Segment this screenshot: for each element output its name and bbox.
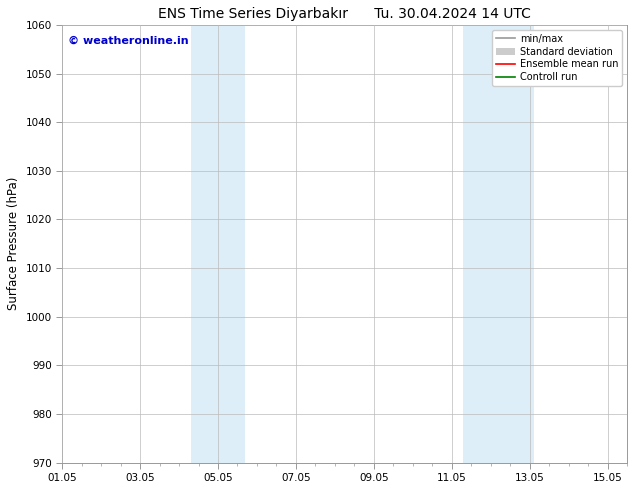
Title: ENS Time Series Diyarbakır      Tu. 30.04.2024 14 UTC: ENS Time Series Diyarbakır Tu. 30.04.202… bbox=[158, 7, 531, 21]
Y-axis label: Surface Pressure (hPa): Surface Pressure (hPa) bbox=[7, 177, 20, 311]
Bar bbox=[191, 25, 245, 463]
Legend: min/max, Standard deviation, Ensemble mean run, Controll run: min/max, Standard deviation, Ensemble me… bbox=[491, 30, 622, 86]
Bar bbox=[463, 25, 534, 463]
Text: © weatheronline.in: © weatheronline.in bbox=[68, 36, 188, 46]
